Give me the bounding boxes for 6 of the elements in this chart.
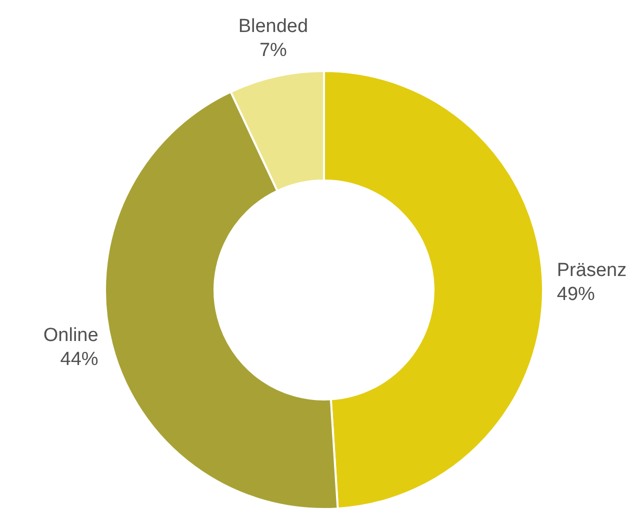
slice-label: Online [43,325,98,346]
slice-label: Präsenz [556,260,627,281]
data-label: 49% [556,284,596,305]
slice-label: Blended [238,16,308,37]
data-label: 44% [60,349,98,370]
data-label: 7% [259,40,288,61]
